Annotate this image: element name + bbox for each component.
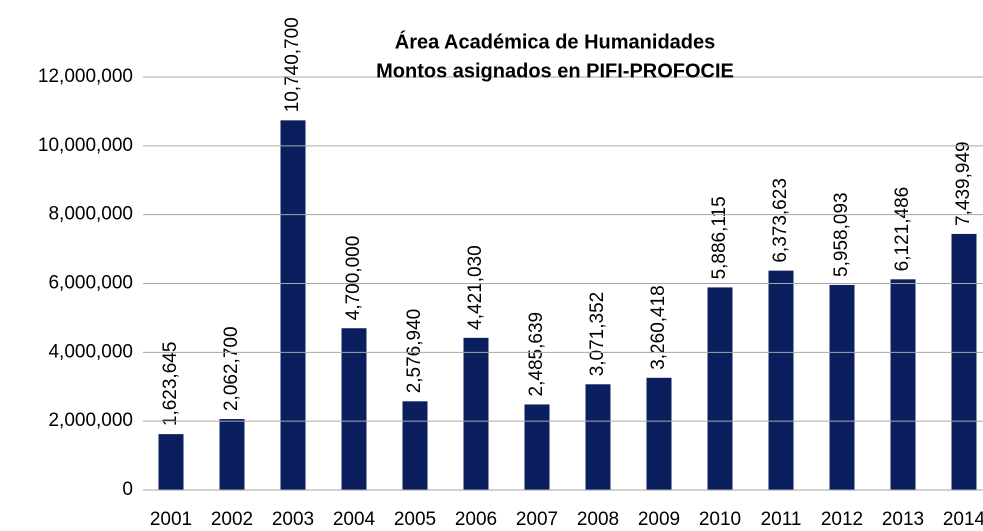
data-label: 4,421,030	[465, 245, 486, 330]
data-label: 4,700,000	[343, 236, 364, 321]
y-tick-label: 10,000,000	[38, 135, 133, 156]
chart-subtitle: Montos asignados en PIFI-PROFOCIE	[376, 60, 734, 82]
y-tick-label: 8,000,000	[48, 204, 133, 225]
data-label: 5,886,115	[709, 196, 730, 279]
bar	[402, 401, 428, 490]
x-tick-label: 2007	[516, 509, 558, 530]
x-tick-label: 2014	[943, 509, 983, 530]
x-tick-label: 2001	[150, 509, 192, 530]
x-tick-label: 2002	[211, 509, 253, 530]
chart-title: Área Académica de Humanidades	[395, 30, 716, 53]
data-label: 5,958,093	[831, 192, 852, 277]
x-tick-label: 2008	[577, 509, 619, 530]
data-label: 6,373,623	[770, 178, 791, 263]
bar	[463, 337, 489, 490]
x-tick-label: 2011	[761, 509, 802, 530]
bar	[158, 434, 184, 490]
y-tick-label: 2,000,000	[48, 410, 133, 431]
bar	[951, 233, 977, 490]
y-tick-label: 0	[122, 479, 133, 500]
bar	[646, 377, 672, 490]
bar	[768, 270, 794, 490]
x-tick-label: 2004	[333, 509, 376, 530]
data-label: 7,439,949	[953, 141, 974, 226]
bar	[890, 279, 916, 490]
bar	[280, 120, 306, 490]
bar	[341, 328, 367, 490]
bar	[707, 287, 733, 490]
data-label: 10,740,700	[282, 17, 303, 112]
y-tick-label: 6,000,000	[48, 273, 133, 294]
data-label: 2,485,639	[526, 312, 547, 397]
x-tick-label: 2009	[638, 509, 680, 530]
x-tick-label: 2003	[272, 509, 314, 530]
data-label: 3,260,418	[648, 285, 669, 370]
y-tick-label: 12,000,000	[38, 66, 133, 87]
x-tick-label: 2005	[394, 509, 436, 530]
data-label: 2,062,700	[221, 326, 242, 411]
x-tick-label: 2006	[455, 509, 497, 530]
y-tick-label: 4,000,000	[48, 341, 133, 362]
bar	[585, 384, 611, 490]
bar	[524, 404, 550, 490]
data-label: 6,121,486	[892, 187, 913, 272]
data-label: 2,576,940	[404, 309, 425, 394]
data-label: 1,623,645	[160, 342, 181, 427]
data-label: 3,071,352	[587, 292, 608, 377]
x-tick-label: 2010	[699, 509, 741, 530]
x-tick-label: 2012	[821, 509, 863, 530]
x-tick-label: 2013	[882, 509, 924, 530]
bar	[829, 284, 855, 490]
bar	[219, 419, 245, 490]
